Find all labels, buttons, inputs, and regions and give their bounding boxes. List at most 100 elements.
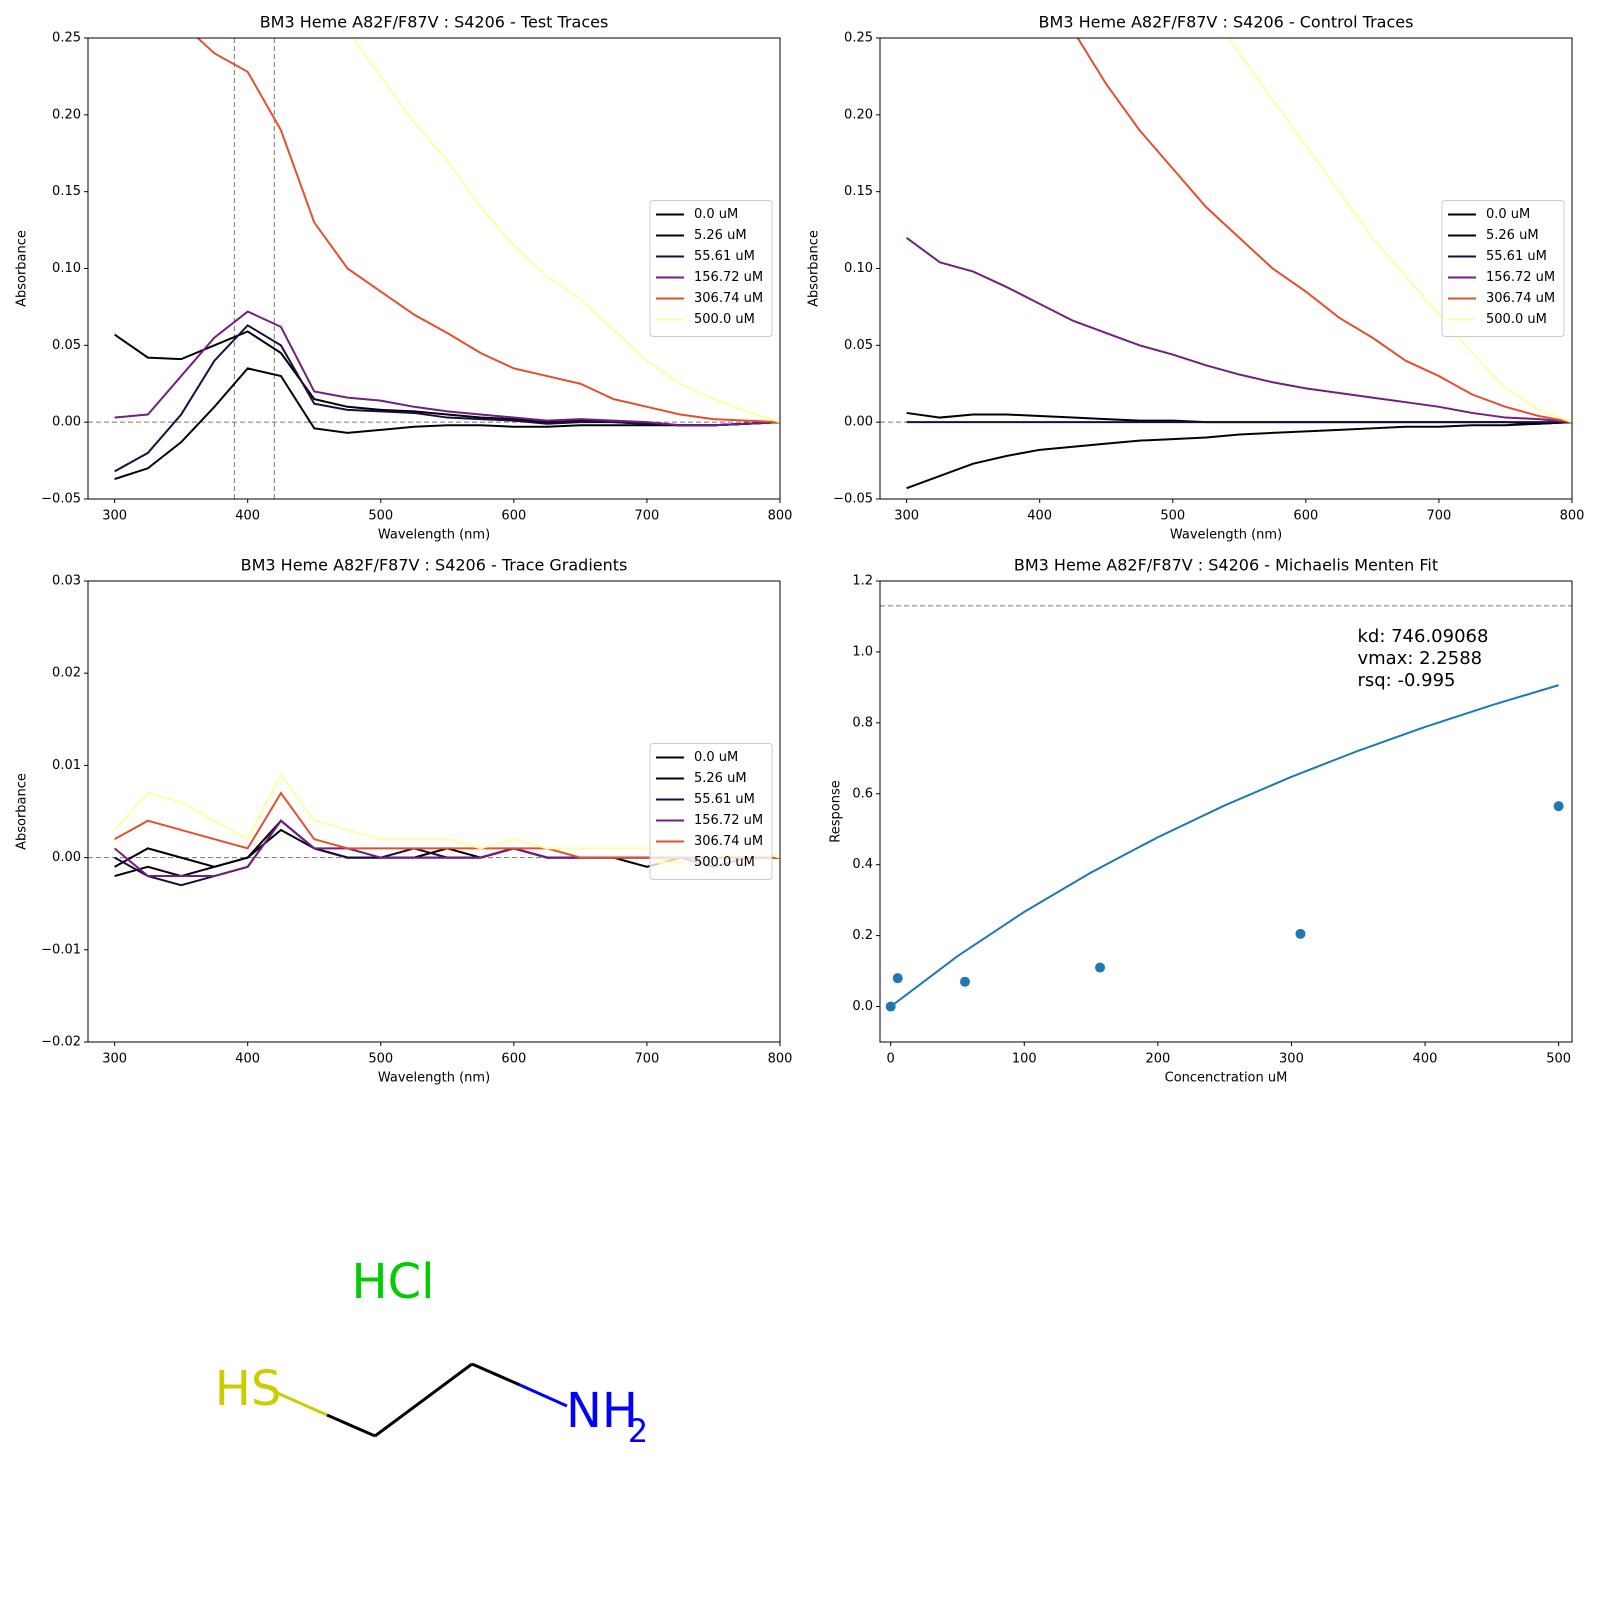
x-tick-label: 600 <box>1293 509 1318 524</box>
trace <box>114 310 780 427</box>
x-tick-label: 800 <box>768 509 793 524</box>
y-tick-label: 0.4 <box>852 857 873 872</box>
legend-label: 500.0 uM <box>1486 312 1547 327</box>
x-tick-label: 400 <box>235 1052 260 1067</box>
annotation: vmax: 2.2588 <box>1357 648 1482 669</box>
trace <box>196 38 780 424</box>
legend-label: 500.0 uM <box>694 312 755 327</box>
chart: BM3 Heme A82F/F87V : S4206 - Trace Gradi… <box>15 556 793 1086</box>
x-tick-label: 300 <box>894 509 919 524</box>
y-tick-label: 0.25 <box>52 31 81 46</box>
y-tick-label: 0.15 <box>52 184 81 199</box>
bond <box>519 1383 568 1408</box>
atom-label: HS <box>215 1361 282 1417</box>
fit-line <box>890 684 1559 1008</box>
plot-area <box>88 38 780 499</box>
trace <box>1076 38 1572 424</box>
atom-label: HCl <box>352 1254 435 1310</box>
axes-frame <box>87 37 781 500</box>
x-tick-label: 400 <box>235 509 260 524</box>
legend-label: 55.61 uM <box>694 249 755 264</box>
y-tick-label: 0.03 <box>52 574 81 589</box>
x-tick-label: 100 <box>1012 1052 1037 1067</box>
y-tick-label: 0.00 <box>52 850 81 865</box>
molecule: HCl HS NH 2 <box>215 1254 648 1450</box>
y-tick-label: 0.2 <box>852 928 873 943</box>
legend-label: 0.0 uM <box>1486 207 1530 222</box>
trace <box>906 421 1572 490</box>
x-axis-label: Concenctration uM <box>1165 1071 1288 1086</box>
x-tick-label: 300 <box>1279 1052 1304 1067</box>
x-tick-label: 700 <box>635 1052 660 1067</box>
x-tick-label: 500 <box>1546 1052 1571 1067</box>
trace <box>114 367 780 480</box>
x-tick-label: 200 <box>1145 1052 1170 1067</box>
legend-label: 306.74 uM <box>1486 291 1555 306</box>
x-tick-label: 800 <box>768 1052 793 1067</box>
x-tick-label: 400 <box>1027 509 1052 524</box>
y-tick-label: 0.00 <box>52 415 81 430</box>
point <box>1553 801 1564 812</box>
y-axis-label: Absorbance <box>15 230 30 307</box>
x-tick-label: 0 <box>887 1052 895 1067</box>
axes-frame <box>87 580 781 1043</box>
y-tick-label: 0.6 <box>852 786 873 801</box>
y-tick-label: 0.10 <box>844 261 873 276</box>
y-tick-label: −0.01 <box>41 942 81 957</box>
bond <box>274 1390 328 1417</box>
chart-title: BM3 Heme A82F/F87V : S4206 - Test Traces <box>260 13 609 32</box>
chart: BM3 Heme A82F/F87V : S4206 - Michaelis M… <box>829 556 1573 1086</box>
bond <box>471 1362 521 1387</box>
x-tick-label: 700 <box>635 509 660 524</box>
y-tick-label: 0.8 <box>852 715 873 730</box>
x-tick-label: 700 <box>1427 509 1452 524</box>
legend-label: 55.61 uM <box>694 792 755 807</box>
y-tick-label: 1.2 <box>852 574 873 589</box>
y-tick-label: −0.05 <box>41 492 81 507</box>
trace <box>114 324 780 473</box>
x-axis-label: Wavelength (nm) <box>378 1071 490 1086</box>
y-tick-label: 0.00 <box>844 415 873 430</box>
y-tick-label: 0.05 <box>52 338 81 353</box>
legend-label: 156.72 uM <box>694 270 763 285</box>
x-tick-label: 400 <box>1413 1052 1438 1067</box>
x-axis-label: Wavelength (nm) <box>378 528 490 543</box>
chart-title: BM3 Heme A82F/F87V : S4206 - Trace Gradi… <box>241 556 628 575</box>
plot-area <box>880 605 1572 1012</box>
x-tick-label: 500 <box>1160 509 1185 524</box>
atom-label: NH <box>566 1383 638 1439</box>
x-tick-label: 300 <box>102 509 127 524</box>
y-tick-label: 0.20 <box>52 107 81 122</box>
y-tick-label: 0.10 <box>52 261 81 276</box>
legend-label: 156.72 uM <box>1486 270 1555 285</box>
point <box>1095 962 1106 973</box>
chart-title: BM3 Heme A82F/F87V : S4206 - Michaelis M… <box>1014 556 1438 575</box>
y-axis-label: Response <box>829 780 844 842</box>
axes-frame <box>879 37 1573 500</box>
legend-label: 5.26 uM <box>694 771 747 786</box>
bond <box>326 1413 376 1438</box>
chart: BM3 Heme A82F/F87V : S4206 - Test Traces… <box>15 13 793 543</box>
legend-label: 0.0 uM <box>694 750 738 765</box>
x-axis-label: Wavelength (nm) <box>1170 528 1282 543</box>
legend-label: 5.26 uM <box>1486 228 1539 243</box>
chart: BM3 Heme A82F/F87V : S4206 - Control Tra… <box>807 13 1585 543</box>
bond <box>374 1362 473 1438</box>
y-tick-label: 0.20 <box>844 107 873 122</box>
legend-label: 306.74 uM <box>694 291 763 306</box>
x-tick-label: 800 <box>1560 509 1585 524</box>
point <box>959 976 970 987</box>
x-tick-label: 600 <box>501 1052 526 1067</box>
legend-label: 0.0 uM <box>694 207 738 222</box>
legend-label: 306.74 uM <box>694 834 763 849</box>
trace <box>1226 38 1572 424</box>
y-tick-label: −0.05 <box>833 492 873 507</box>
plot-area <box>880 38 1572 490</box>
x-tick-label: 500 <box>368 509 393 524</box>
chart-title: BM3 Heme A82F/F87V : S4206 - Control Tra… <box>1039 13 1414 32</box>
y-tick-label: −0.02 <box>41 1035 81 1050</box>
annotation: rsq: -0.995 <box>1357 670 1455 691</box>
y-tick-label: 0.02 <box>52 666 81 681</box>
